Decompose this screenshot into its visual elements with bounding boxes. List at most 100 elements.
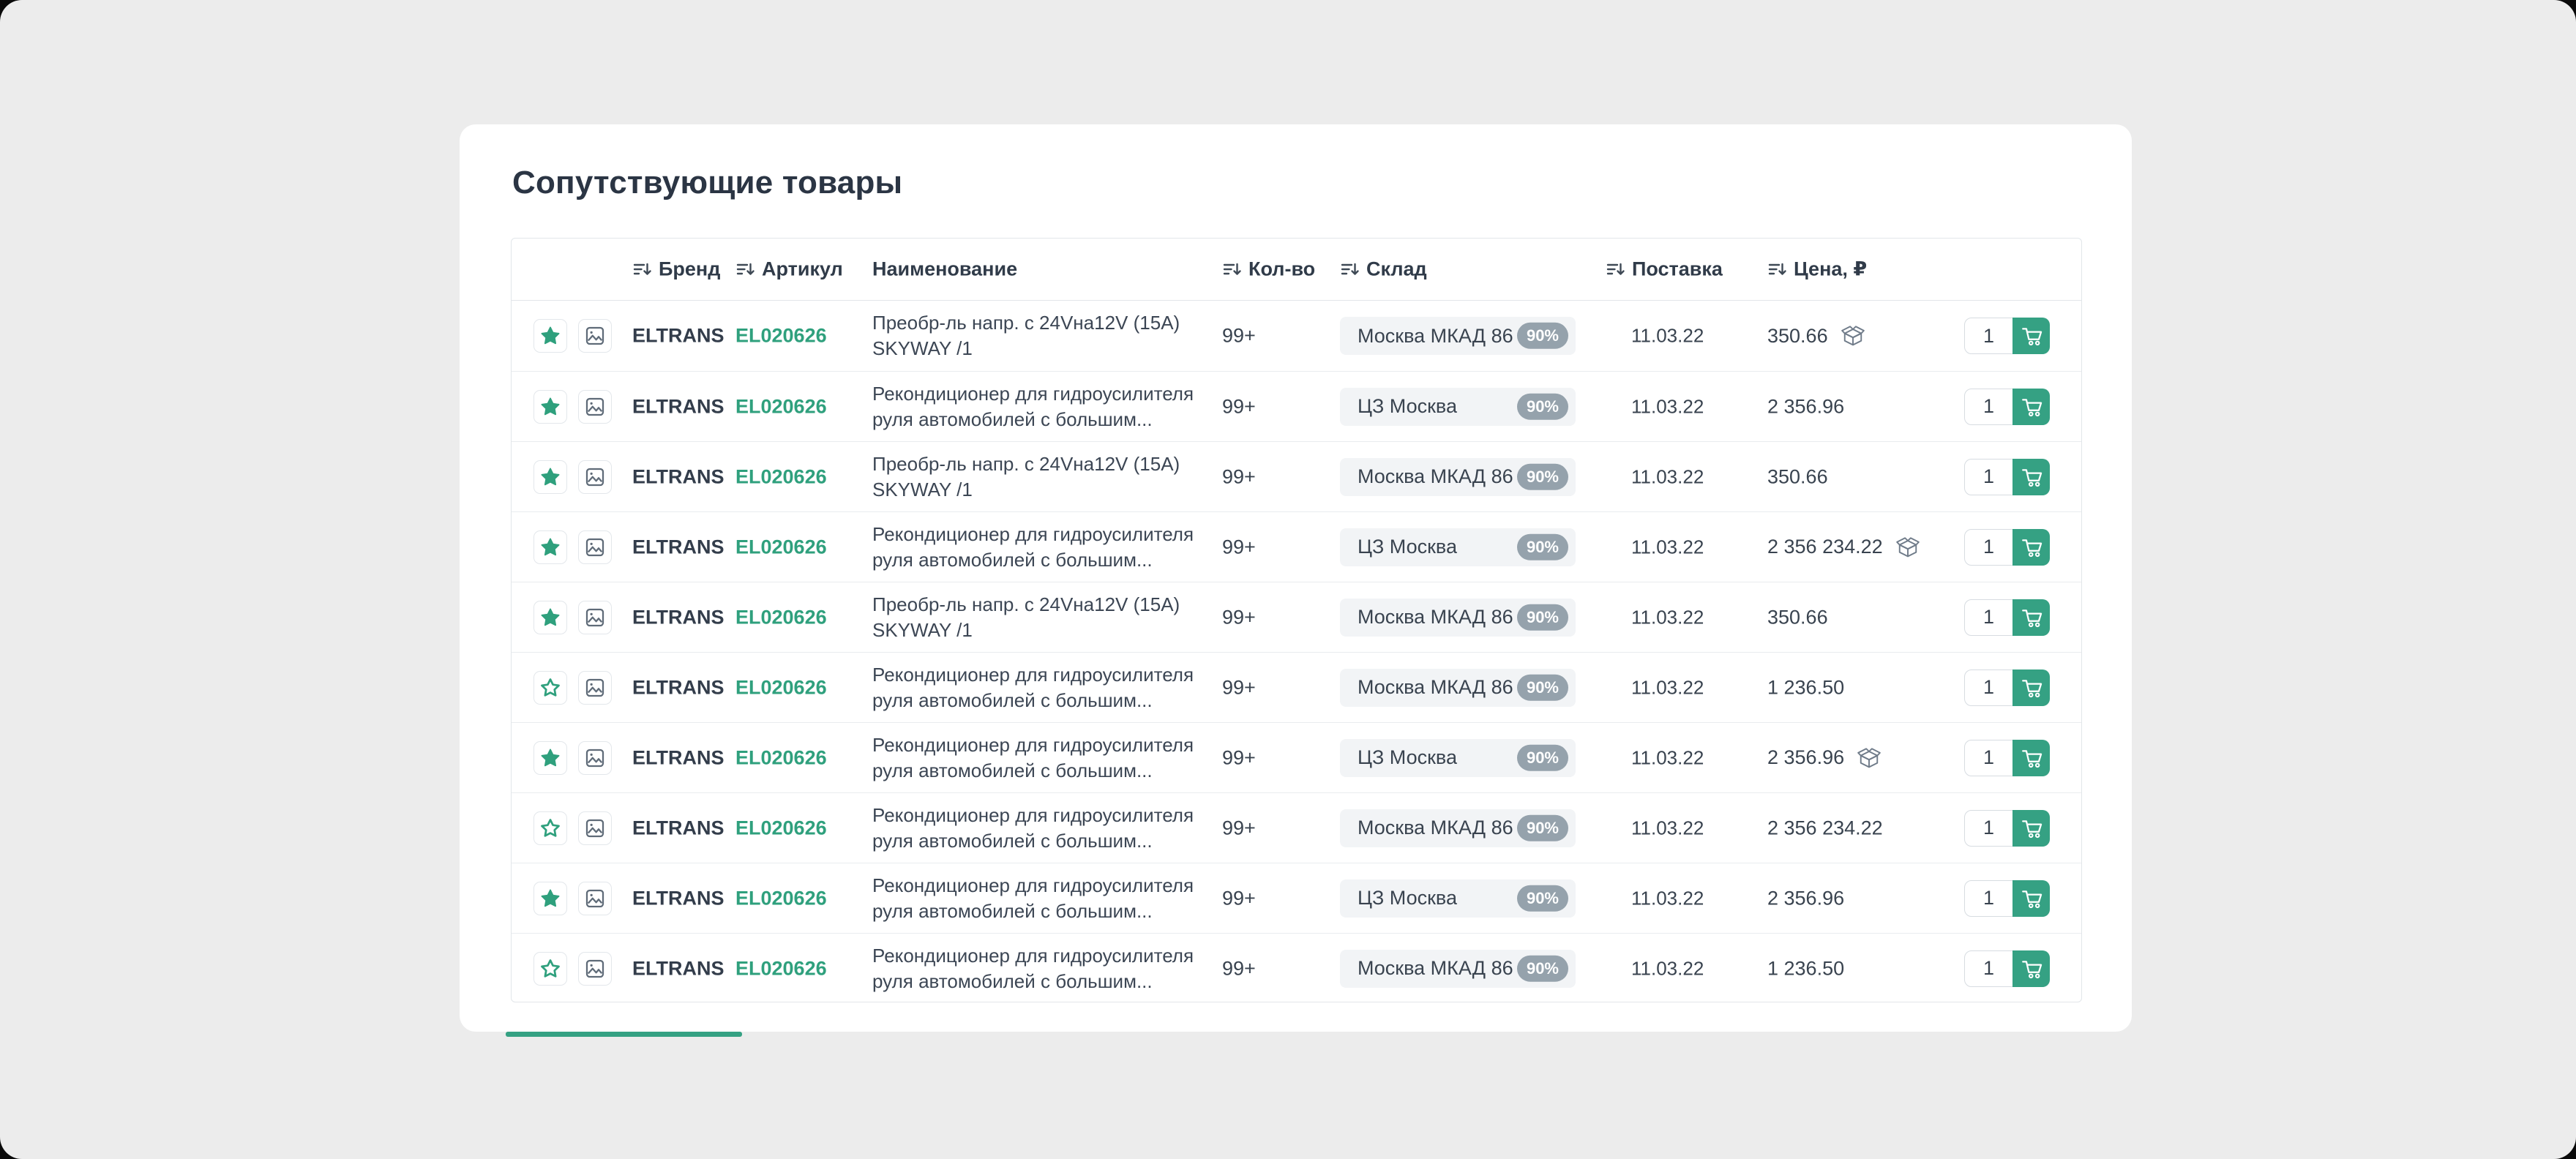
product-image-button[interactable] bbox=[578, 389, 612, 424]
cart-quantity-input[interactable] bbox=[1964, 669, 2013, 706]
add-to-cart-button[interactable] bbox=[2012, 739, 2050, 776]
favorite-button[interactable] bbox=[533, 600, 567, 634]
image-icon bbox=[585, 959, 604, 978]
article-link[interactable]: EL020626 bbox=[735, 536, 827, 558]
article-link[interactable]: EL020626 bbox=[735, 957, 827, 979]
cart-control bbox=[1964, 739, 2050, 776]
favorite-button[interactable] bbox=[533, 881, 567, 915]
price-cell: 2 356.96 bbox=[1767, 395, 1844, 418]
favorite-button[interactable] bbox=[533, 319, 567, 353]
add-to-cart-button[interactable] bbox=[2012, 599, 2050, 636]
add-to-cart-button[interactable] bbox=[2012, 809, 2050, 847]
package-icon bbox=[1841, 326, 1865, 346]
price-cell: 1 236.50 bbox=[1767, 676, 1844, 699]
table-header-row: Бренд Артикул Наименование Кол-во Склад bbox=[512, 239, 2081, 301]
column-header-price[interactable]: Цена, ₽ bbox=[1767, 258, 1867, 281]
price-cell: 350.66 bbox=[1767, 606, 1828, 629]
cart-quantity-input[interactable] bbox=[1964, 458, 2013, 495]
article-link[interactable]: EL020626 bbox=[735, 746, 827, 768]
price-value: 350.66 bbox=[1767, 324, 1828, 347]
sort-icon[interactable] bbox=[632, 260, 652, 280]
quantity-available: 99+ bbox=[1222, 887, 1256, 909]
table-body: ELTRANS EL020626 Преобр-ль напр. с 24Vна… bbox=[512, 301, 2081, 1003]
shopping-cart-icon bbox=[2021, 749, 2042, 768]
favorite-button[interactable] bbox=[533, 389, 567, 424]
favorite-button[interactable] bbox=[533, 951, 567, 986]
product-image-button[interactable] bbox=[578, 740, 612, 775]
sort-icon[interactable] bbox=[1767, 260, 1787, 280]
column-header-warehouse[interactable]: Склад bbox=[1340, 258, 1427, 281]
reliability-badge: 90% bbox=[1516, 955, 1568, 982]
warehouse-cell: Москва МКАД 86 км 90% bbox=[1340, 598, 1576, 637]
add-to-cart-button[interactable] bbox=[2012, 528, 2050, 566]
article-link[interactable]: EL020626 bbox=[735, 817, 827, 839]
price-value: 2 356.96 bbox=[1767, 746, 1845, 768]
cart-quantity-input[interactable] bbox=[1964, 879, 2013, 917]
cart-control bbox=[1964, 950, 2050, 987]
table-row: ELTRANS EL020626 Рекондиционер для гидро… bbox=[512, 863, 2081, 933]
favorite-button[interactable] bbox=[533, 460, 567, 494]
price-value: 1 236.50 bbox=[1767, 957, 1845, 979]
warehouse-cell: Москва МКАД 86 км 90% bbox=[1340, 949, 1576, 988]
shopping-cart-icon bbox=[2021, 819, 2042, 838]
sort-icon[interactable] bbox=[1340, 260, 1360, 280]
related-products-card: Сопутствующие товары Бренд Артикул Наиме… bbox=[460, 124, 2132, 1037]
quantity-available: 99+ bbox=[1222, 395, 1256, 417]
sort-icon[interactable] bbox=[1222, 260, 1242, 280]
column-header-brand[interactable]: Бренд bbox=[632, 258, 720, 281]
price-cell: 2 356.96 bbox=[1767, 887, 1844, 909]
favorite-button[interactable] bbox=[533, 530, 567, 564]
warehouse-cell: ЦЗ Москва 90% bbox=[1340, 528, 1576, 566]
add-to-cart-button[interactable] bbox=[2012, 318, 2050, 354]
column-header-qty[interactable]: Кол-во bbox=[1222, 258, 1315, 281]
sort-icon[interactable] bbox=[735, 260, 755, 280]
delivery-date: 11.03.22 bbox=[1631, 324, 1704, 347]
add-to-cart-button[interactable] bbox=[2012, 950, 2050, 987]
cart-quantity-input[interactable] bbox=[1964, 599, 2013, 636]
delivery-date: 11.03.22 bbox=[1631, 887, 1704, 909]
favorite-button[interactable] bbox=[533, 811, 567, 845]
product-image-button[interactable] bbox=[578, 951, 612, 986]
star-icon bbox=[541, 468, 560, 485]
delivery-date: 11.03.22 bbox=[1631, 817, 1704, 839]
add-to-cart-button[interactable] bbox=[2012, 388, 2050, 425]
favorite-button[interactable] bbox=[533, 670, 567, 705]
product-image-button[interactable] bbox=[578, 811, 612, 845]
article-link[interactable]: EL020626 bbox=[735, 676, 827, 698]
product-image-button[interactable] bbox=[578, 319, 612, 353]
product-image-button[interactable] bbox=[578, 460, 612, 494]
cart-quantity-input[interactable] bbox=[1964, 388, 2013, 425]
favorite-button[interactable] bbox=[533, 740, 567, 775]
article-link[interactable]: EL020626 bbox=[735, 324, 827, 347]
warehouse-cell: Москва МКАД 86 км 90% bbox=[1340, 317, 1576, 355]
column-header-delivery[interactable]: Поставка bbox=[1606, 258, 1723, 281]
delivery-date: 11.03.22 bbox=[1631, 746, 1704, 768]
cart-quantity-input[interactable] bbox=[1964, 318, 2013, 354]
cart-quantity-input[interactable] bbox=[1964, 950, 2013, 987]
add-to-cart-button[interactable] bbox=[2012, 879, 2050, 917]
article-link[interactable]: EL020626 bbox=[735, 465, 827, 487]
article-link[interactable]: EL020626 bbox=[735, 606, 827, 628]
product-image-button[interactable] bbox=[578, 600, 612, 634]
delivery-date: 11.03.22 bbox=[1631, 465, 1704, 487]
add-to-cart-button[interactable] bbox=[2012, 458, 2050, 495]
sort-icon[interactable] bbox=[1606, 260, 1625, 280]
shopping-cart-icon bbox=[2021, 609, 2042, 627]
price-cell: 350.66 bbox=[1767, 323, 1866, 349]
quantity-available: 99+ bbox=[1222, 746, 1256, 768]
add-to-cart-button[interactable] bbox=[2012, 669, 2050, 706]
cart-quantity-input[interactable] bbox=[1964, 809, 2013, 847]
shopping-cart-icon bbox=[2021, 960, 2042, 978]
cart-control bbox=[1964, 599, 2050, 636]
article-link[interactable]: EL020626 bbox=[735, 887, 827, 909]
column-header-article[interactable]: Артикул bbox=[735, 258, 843, 281]
product-image-button[interactable] bbox=[578, 530, 612, 564]
product-image-button[interactable] bbox=[578, 670, 612, 705]
cart-quantity-input[interactable] bbox=[1964, 739, 2013, 776]
cart-quantity-input[interactable] bbox=[1964, 528, 2013, 566]
price-cell: 2 356 234.22 bbox=[1767, 534, 1921, 560]
column-label: Склад bbox=[1366, 258, 1427, 280]
article-link[interactable]: EL020626 bbox=[735, 395, 827, 417]
product-image-button[interactable] bbox=[578, 881, 612, 915]
brand-cell: ELTRANS bbox=[632, 536, 724, 558]
